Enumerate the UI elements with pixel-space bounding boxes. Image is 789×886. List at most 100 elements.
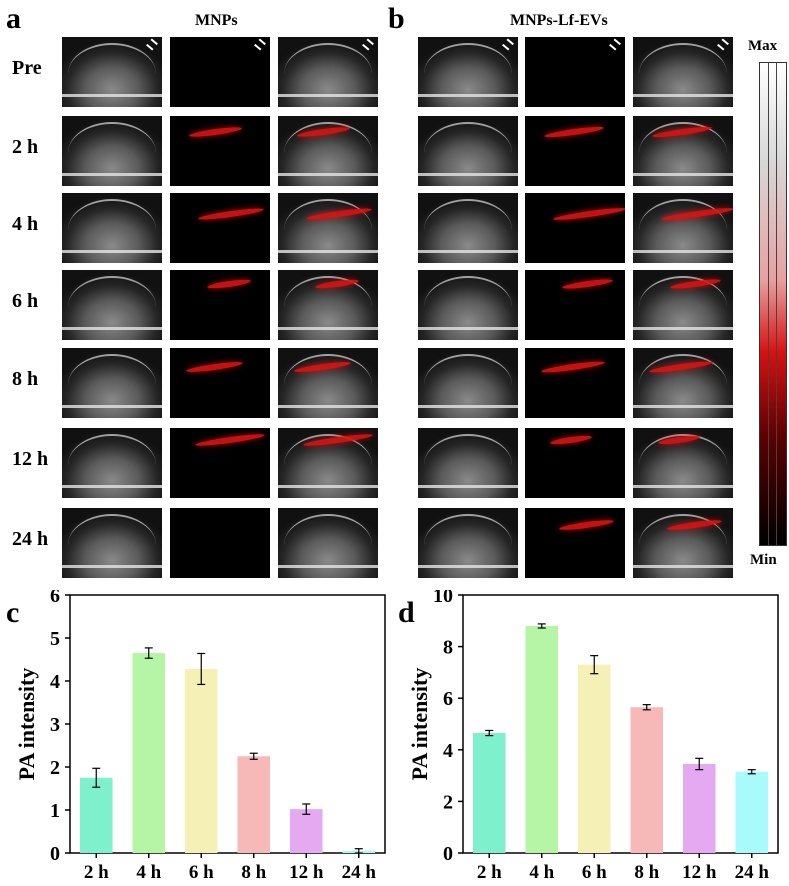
bar xyxy=(735,771,769,853)
y-tick-label: 10 xyxy=(433,590,453,607)
plot-frame xyxy=(462,594,779,854)
y-axis-label: PA intensity xyxy=(14,668,39,781)
bar-chart-c: 0 1 2 3 4 5 6 PA intensity 2 h 4 h 6 h 8 h 12 h 24 h xyxy=(14,590,386,882)
pa-image-tile-pa xyxy=(170,428,270,498)
bar xyxy=(525,625,559,853)
bar-chart-d: 0 2 4 6 8 10 PA intensity 2 h 4 h 6 h 8 h 12 h 24 h xyxy=(407,590,779,882)
colorbar xyxy=(759,62,787,546)
panel-a-title: MNPs xyxy=(195,12,238,29)
panel-letter-d: d xyxy=(398,596,415,629)
bar xyxy=(472,733,506,853)
bar xyxy=(79,777,113,853)
row-label: 2 h xyxy=(12,136,39,158)
pa-image-tile-overlay xyxy=(633,428,733,498)
pa-image-tile-pa xyxy=(170,37,270,107)
pa-image-tile-ultrasound xyxy=(62,37,162,107)
x-tick-label: 8 h xyxy=(241,862,266,882)
pa-image-tile-overlay xyxy=(278,193,378,263)
x-tick-label: 24 h xyxy=(342,862,377,882)
x-tick-label: 2 h xyxy=(84,862,109,882)
y-tick-label: 1 xyxy=(50,800,60,822)
pa-image-tile-overlay xyxy=(633,348,733,418)
x-tick-label: 4 h xyxy=(529,862,554,882)
pa-image-tile-pa xyxy=(170,116,270,186)
y-tick-label: 4 xyxy=(50,671,60,693)
pa-image-tile-overlay xyxy=(278,348,378,418)
bar xyxy=(289,809,323,853)
y-tick-label: 5 xyxy=(50,628,60,650)
x-tick-label: 12 h xyxy=(289,862,324,882)
y-tick-label: 3 xyxy=(50,714,60,736)
y-axis-label: PA intensity xyxy=(407,668,432,781)
x-tick-label: 24 h xyxy=(735,862,770,882)
pa-image-tile-pa xyxy=(170,270,270,340)
pa-image-tile-pa xyxy=(525,348,625,418)
y-tick-label: 8 xyxy=(443,637,453,659)
x-tick-label: 2 h xyxy=(477,862,502,882)
pa-image-tile-ultrasound xyxy=(62,193,162,263)
y-tick-label: 0 xyxy=(50,843,60,865)
pa-image-tile-ultrasound xyxy=(418,37,518,107)
bar xyxy=(682,763,716,853)
pa-image-tile-ultrasound xyxy=(62,508,162,578)
x-tick-label: 6 h xyxy=(582,862,607,882)
y-tick-label: 2 xyxy=(443,791,453,813)
y-tick-label: 6 xyxy=(50,590,60,607)
pa-image-tile-pa xyxy=(525,270,625,340)
row-label: 8 h xyxy=(12,368,39,390)
pa-image-tile-pa xyxy=(170,348,270,418)
x-tick-label: 4 h xyxy=(136,862,161,882)
x-tick-label: 6 h xyxy=(189,862,214,882)
pa-image-tile-ultrasound xyxy=(418,193,518,263)
bar xyxy=(577,664,611,853)
pa-image-tile-overlay xyxy=(633,116,733,186)
row-label: 4 h xyxy=(12,213,39,235)
row-label: 12 h xyxy=(12,448,49,470)
pa-image-tile-overlay xyxy=(278,428,378,498)
bar xyxy=(237,756,271,853)
y-tick-label: 2 xyxy=(50,757,60,779)
bar xyxy=(184,668,218,853)
panel-letter-b: b xyxy=(388,2,405,35)
y-tick-label: 6 xyxy=(443,688,453,710)
plot-frame xyxy=(69,594,386,854)
colorbar-min-label: Min xyxy=(750,552,777,568)
bar xyxy=(132,653,166,853)
pa-image-tile-pa xyxy=(525,37,625,107)
y-tick-label: 4 xyxy=(443,740,453,762)
pa-image-tile-ultrasound xyxy=(62,116,162,186)
pa-image-tile-ultrasound xyxy=(418,348,518,418)
panel-b-title: MNPs-Lf-EVs xyxy=(510,12,608,29)
pa-image-tile-pa xyxy=(170,193,270,263)
panel-letter-a: a xyxy=(6,2,21,35)
pa-image-tile-pa xyxy=(525,193,625,263)
pa-image-tile-ultrasound xyxy=(418,270,518,340)
x-tick-label: 12 h xyxy=(682,862,717,882)
pa-image-tile-overlay xyxy=(278,116,378,186)
pa-image-tile-pa xyxy=(525,428,625,498)
pa-image-tile-ultrasound xyxy=(418,428,518,498)
row-label: 24 h xyxy=(12,528,49,550)
pa-image-tile-pa xyxy=(170,508,270,578)
pa-image-tile-overlay xyxy=(278,508,378,578)
row-label: 6 h xyxy=(12,290,39,312)
pa-image-tile-ultrasound xyxy=(62,270,162,340)
pa-image-tile-ultrasound xyxy=(418,508,518,578)
bar xyxy=(630,707,664,853)
y-tick-label: 0 xyxy=(443,843,453,865)
pa-image-tile-overlay xyxy=(633,37,733,107)
pa-image-tile-overlay xyxy=(633,270,733,340)
pa-image-tile-ultrasound xyxy=(62,428,162,498)
colorbar-max-label: Max xyxy=(748,38,778,54)
pa-image-tile-overlay xyxy=(278,270,378,340)
pa-image-tile-pa xyxy=(525,508,625,578)
pa-image-tile-pa xyxy=(525,116,625,186)
x-tick-label: 8 h xyxy=(634,862,659,882)
panel-letter-c: c xyxy=(6,596,20,629)
pa-image-tile-overlay xyxy=(278,37,378,107)
pa-image-tile-ultrasound xyxy=(62,348,162,418)
pa-image-tile-ultrasound xyxy=(418,116,518,186)
pa-image-tile-overlay xyxy=(633,508,733,578)
row-label: Pre xyxy=(12,57,42,79)
pa-image-tile-overlay xyxy=(633,193,733,263)
